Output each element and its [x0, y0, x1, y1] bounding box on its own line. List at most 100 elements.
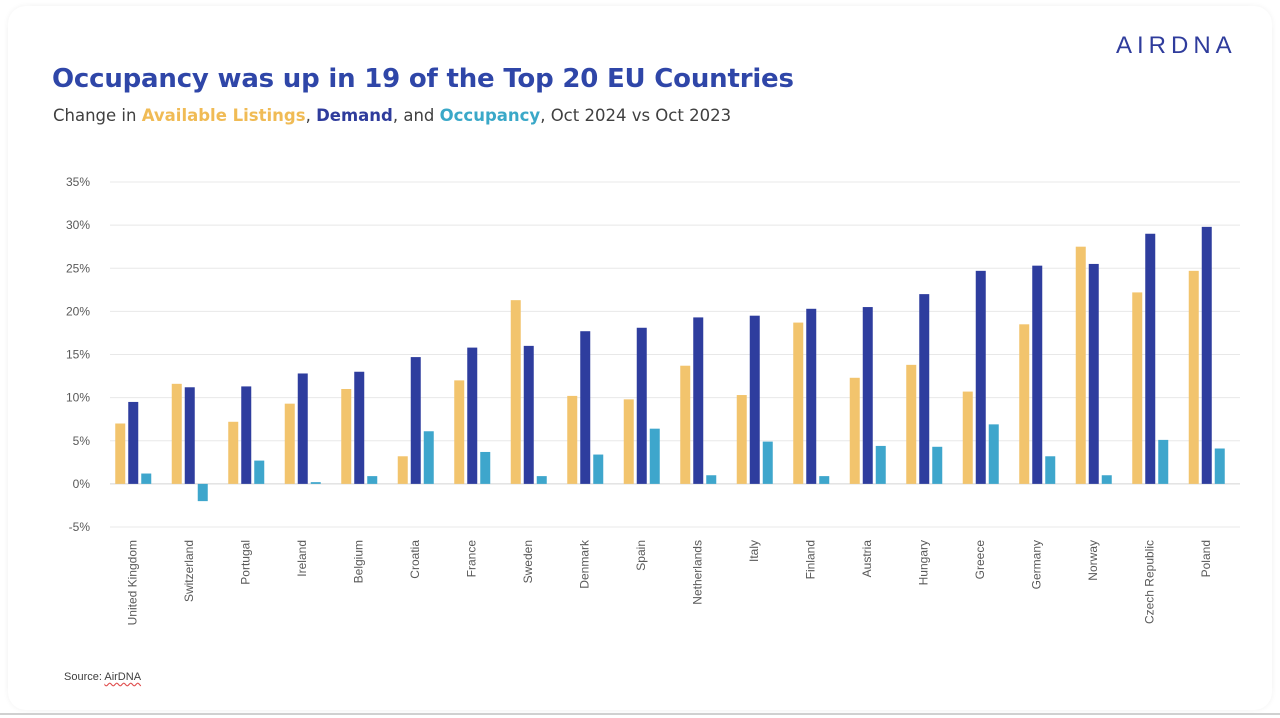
occupancy-bar — [536, 476, 547, 484]
occupancy-bar — [988, 424, 999, 484]
y-tick-label: 0% — [73, 477, 91, 491]
x-tick-label: Croatia — [408, 540, 422, 579]
x-tick-label: Portugal — [238, 540, 252, 585]
occupancy-bar — [423, 431, 434, 484]
subtitle-occupancy: Occupancy — [439, 106, 541, 125]
airdna-logo: AIRDNA — [1116, 32, 1237, 59]
occupancy-bar — [1214, 448, 1225, 484]
occupancy-bar — [1158, 439, 1169, 484]
listings-bar — [1132, 292, 1143, 484]
demand-bar — [354, 371, 365, 484]
occupancy-bar — [1101, 475, 1112, 484]
occupancy-bar — [367, 476, 378, 484]
y-tick-label: 20% — [66, 304, 90, 318]
y-tick-label: -5% — [69, 520, 91, 534]
x-tick-label: Poland — [1199, 540, 1213, 577]
demand-bar — [128, 401, 139, 484]
occupancy-bar — [197, 483, 208, 502]
y-tick-label: 5% — [73, 434, 91, 448]
bottom-divider — [0, 713, 1280, 715]
demand-bar — [523, 345, 534, 484]
demand-bar — [1145, 233, 1156, 484]
subtitle-separator-1: , — [305, 106, 317, 125]
x-tick-label: Switzerland — [182, 540, 196, 602]
listings-bar — [115, 423, 126, 484]
source-label: Source: — [64, 671, 105, 683]
x-tick-label: Spain — [634, 540, 648, 571]
demand-bar — [693, 317, 704, 484]
listings-bar — [397, 456, 408, 484]
demand-bar — [806, 308, 817, 484]
y-tick-label: 15% — [66, 348, 90, 362]
occupancy-bar — [649, 428, 660, 484]
demand-bar — [975, 270, 986, 484]
listings-bar — [341, 389, 352, 484]
demand-bar — [1032, 265, 1043, 484]
listings-bar — [849, 377, 860, 484]
occupancy-bar — [593, 454, 604, 484]
listings-bar — [284, 403, 295, 484]
subtitle-demand: Demand — [316, 106, 393, 125]
x-tick-label: Ireland — [295, 540, 309, 577]
subtitle-separator-2: , and — [392, 106, 440, 125]
x-tick-label: Italy — [747, 540, 761, 562]
source-name: AirDNA — [104, 671, 142, 683]
x-tick-label: United Kingdom — [125, 540, 139, 625]
occupancy-bar — [141, 473, 152, 484]
x-tick-label: Belgium — [351, 540, 365, 583]
listings-bar — [1075, 246, 1086, 484]
demand-bar — [297, 373, 308, 484]
y-tick-label: 30% — [66, 218, 90, 232]
y-tick-label: 10% — [66, 391, 90, 405]
occupancy-bar — [254, 460, 265, 484]
demand-bar — [862, 307, 873, 484]
chart-subtitle: Change in Available Listings, Demand, an… — [53, 106, 731, 125]
demand-bar — [636, 327, 647, 484]
x-tick-label: Austria — [860, 540, 874, 578]
subtitle-prefix: Change in — [53, 106, 142, 125]
listings-bar — [680, 365, 691, 484]
source-note: Source: AirDNA — [64, 671, 141, 683]
listings-bar — [962, 391, 973, 484]
demand-bar — [1088, 263, 1099, 484]
occupancy-bar — [1045, 456, 1056, 484]
listings-bar — [1019, 324, 1030, 484]
x-tick-label: Norway — [1086, 540, 1100, 581]
demand-bar — [241, 386, 252, 484]
occupancy-bar — [819, 476, 830, 484]
occupancy-bar — [310, 482, 321, 484]
y-tick-label: 25% — [66, 261, 90, 275]
x-tick-label: France — [464, 540, 478, 578]
x-tick-label: Denmark — [577, 539, 591, 589]
occupancy-bar — [875, 445, 886, 484]
demand-bar — [1201, 226, 1212, 484]
demand-bar — [919, 294, 930, 484]
demand-bar — [410, 357, 421, 484]
x-tick-label: Hungary — [916, 540, 930, 585]
subtitle-suffix: , Oct 2024 vs Oct 2023 — [540, 106, 732, 125]
y-tick-label: 35% — [66, 175, 90, 189]
demand-bar — [580, 331, 591, 484]
listings-bar — [906, 364, 917, 484]
x-tick-label: Sweden — [521, 540, 535, 583]
demand-bar — [749, 315, 760, 484]
subtitle-listings: Available Listings — [141, 106, 306, 125]
x-tick-label: Greece — [973, 540, 987, 580]
occupancy-bar — [932, 446, 943, 484]
occupancy-bar — [706, 475, 717, 484]
demand-bar — [467, 347, 478, 484]
listings-bar — [454, 380, 465, 484]
page-title: Occupancy was up in 19 of the Top 20 EU … — [52, 64, 794, 94]
listings-bar — [1188, 270, 1199, 484]
x-tick-label: Germany — [1029, 540, 1043, 589]
x-tick-label: Finland — [803, 540, 817, 579]
x-tick-label: Czech Republic — [1142, 540, 1156, 624]
listings-bar — [567, 395, 578, 484]
x-tick-label: Netherlands — [690, 540, 704, 605]
demand-bar — [184, 387, 195, 484]
listings-bar — [171, 383, 182, 484]
listings-bar — [736, 395, 747, 484]
listings-bar — [228, 421, 239, 484]
occupancy-bar — [762, 441, 773, 484]
